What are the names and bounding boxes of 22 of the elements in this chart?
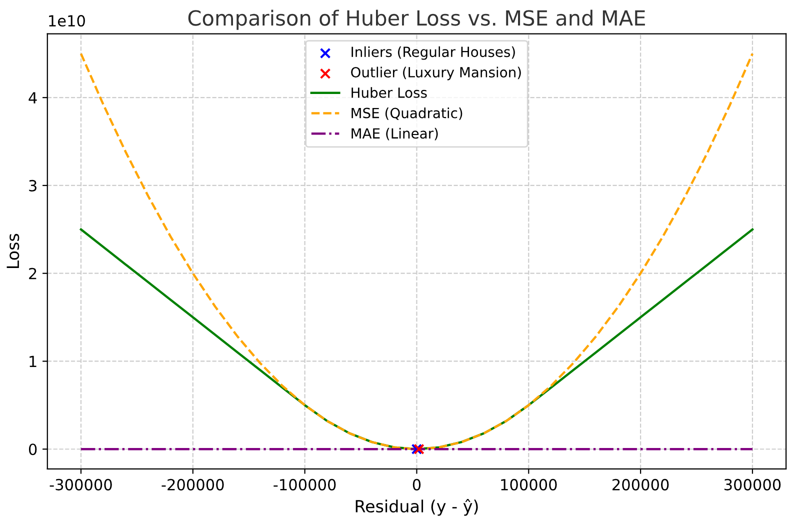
x-tick-label: -300000 [50, 478, 112, 490]
y-tick-label: 0 [28, 444, 37, 456]
text: 1e10 [49, 15, 85, 27]
legend-label: Inliers (Regular Houses) [352, 46, 515, 60]
chart-title: Comparison of Huber Loss vs. MSE and MAE [188, 10, 645, 30]
line-series [80, 228, 754, 450]
y-axis-title: Loss [6, 234, 20, 268]
y-tick-label: 2 [29, 268, 36, 280]
legend-label: Huber Loss [352, 87, 427, 98]
x-tick-label: 200000 [612, 478, 669, 490]
legend-label: MAE (Linear) [352, 128, 438, 140]
x-axis-title: Residual (y - ŷ) [356, 498, 478, 516]
legend-label: Outlier (Luxury Mansion) [351, 66, 521, 80]
y-tick-label: 1 [30, 356, 36, 368]
y-tick-label: 4 [28, 92, 37, 104]
legend-label: MSE (Quadratic) [352, 108, 462, 120]
x-tick-label: -100000 [274, 478, 336, 490]
x-tick-label: -200000 [162, 478, 224, 490]
x-tick-label: 0 [412, 478, 421, 490]
y-tick-label: 3 [29, 180, 36, 192]
x-tick-label: 100000 [501, 478, 557, 490]
x-tick-label: 300000 [724, 478, 781, 490]
